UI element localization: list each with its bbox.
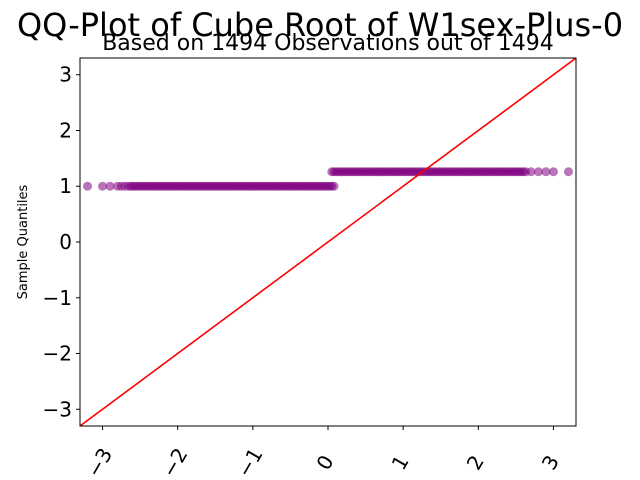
data-point xyxy=(521,167,531,177)
data-point xyxy=(541,167,551,177)
reference-line xyxy=(80,58,576,426)
plot-area: −3 −2 −1 0 1 2 3 −3 −2 −1 0 1 2 3 xyxy=(43,57,577,480)
data-point xyxy=(83,181,93,191)
y-tick-label: 1 xyxy=(59,174,72,198)
y-axis-label: Sample Quantiles xyxy=(16,184,31,299)
y-tick-label: 3 xyxy=(59,63,72,87)
y-tick-label: −3 xyxy=(43,397,72,421)
y-tick-label: 2 xyxy=(59,118,72,142)
chart-subtitle: Based on 1494 Observations out of 1494 xyxy=(102,31,554,56)
x-tick-label: 3 xyxy=(537,451,564,474)
chart-title: QQ-Plot of Cube Root of W1sex-Plus-0 xyxy=(17,6,623,44)
data-point xyxy=(563,167,573,177)
data-point xyxy=(329,181,339,191)
x-tick-label: −3 xyxy=(82,444,118,480)
x-tick-label: −2 xyxy=(157,444,193,480)
data-point xyxy=(548,167,558,177)
x-tick-label: 2 xyxy=(462,451,489,474)
data-points xyxy=(83,167,573,191)
data-point xyxy=(98,181,108,191)
x-tick-label: 0 xyxy=(311,451,338,474)
data-point xyxy=(533,167,543,177)
x-tick-label: 1 xyxy=(387,451,414,474)
y-tick-label: −1 xyxy=(43,286,72,310)
data-point xyxy=(105,181,115,191)
y-tick-label: 0 xyxy=(59,230,72,254)
x-tick-label: −1 xyxy=(232,444,268,480)
y-tick-label: −2 xyxy=(43,342,72,366)
